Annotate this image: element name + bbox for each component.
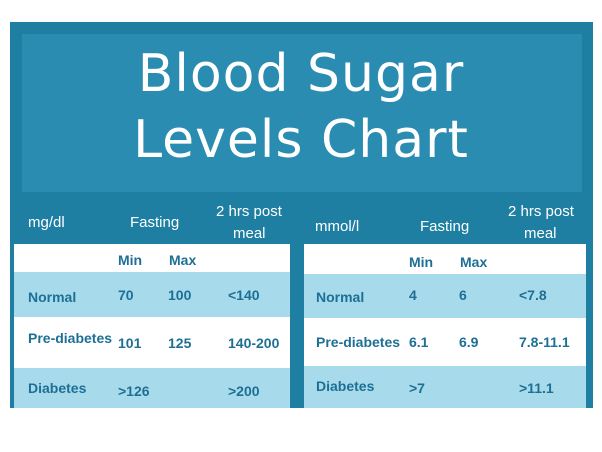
cell-post: <7.8 [519, 287, 547, 303]
min-header-right: Min [409, 254, 434, 270]
fasting-header-right: Fasting [420, 218, 470, 235]
cell-max: 6 [459, 287, 467, 303]
max-header-left: Max [169, 252, 197, 268]
cell-min: 4 [409, 287, 417, 303]
post-meal-header-right-line2: meal [524, 225, 557, 242]
cell-min: >7 [409, 380, 425, 396]
cell-min: 6.1 [409, 334, 429, 350]
table-row [304, 366, 586, 408]
table-row [14, 272, 290, 317]
table-right [304, 244, 586, 408]
cell-post: 7.8-11.1 [519, 334, 570, 350]
table-left [14, 244, 290, 408]
post-meal-header-left-line1: 2 hrs post [216, 203, 282, 220]
table-row [304, 274, 586, 318]
table-row [14, 244, 290, 272]
cell-post: 140-200 [228, 335, 280, 351]
table-row [14, 368, 290, 408]
cell-min: 70 [118, 287, 134, 303]
cell-max: 6.9 [459, 334, 479, 350]
max-header-right: Max [460, 254, 488, 270]
fasting-header-left: Fasting [130, 214, 180, 231]
table-row [304, 244, 586, 274]
title-banner [22, 34, 582, 192]
row-label: Pre-diabetes [316, 334, 401, 350]
unit-header-mgdl: mg/dl [28, 214, 65, 231]
row-label: Diabetes [28, 380, 87, 396]
post-meal-header-left-line2: meal [233, 225, 266, 242]
cell-max: 100 [168, 287, 192, 303]
row-label: Diabetes [316, 378, 375, 394]
cell-min: >126 [118, 383, 150, 399]
min-header-left: Min [118, 252, 143, 268]
title-line-2: Levels Chart [133, 110, 469, 170]
cell-post: >200 [228, 383, 260, 399]
table-row [14, 317, 290, 368]
title-line-1: Blood Sugar [137, 44, 465, 104]
cell-min: 101 [118, 335, 142, 351]
cell-post: <140 [228, 287, 260, 303]
unit-header-mmol: mmol/l [315, 218, 360, 235]
row-label: Normal [28, 289, 77, 305]
post-meal-header-right-line1: 2 hrs post [508, 203, 574, 220]
cell-max: 125 [168, 335, 192, 351]
cell-post: >11.1 [519, 380, 554, 396]
row-label: Pre-diabetes [28, 330, 113, 346]
table-row [304, 318, 586, 366]
row-label: Normal [316, 289, 365, 305]
